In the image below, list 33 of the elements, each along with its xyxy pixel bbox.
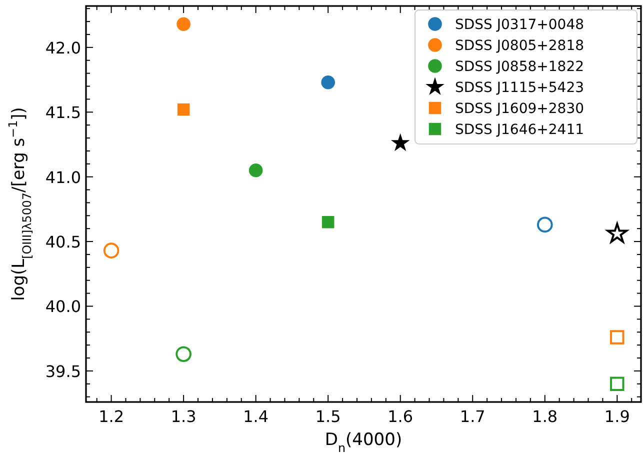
point	[610, 330, 624, 344]
x-tick-label: 1.6	[388, 407, 414, 426]
y-tick-label: 41.5	[45, 103, 81, 122]
point	[248, 163, 263, 178]
y-tick-label: 41.0	[45, 168, 81, 187]
legend-label: SDSS J0317+0048	[455, 17, 584, 33]
legend-label: SDSS J1115+5423	[455, 80, 584, 96]
point	[177, 103, 190, 116]
x-tick-label: 1.8	[532, 407, 558, 426]
y-tick-label: 39.5	[45, 362, 81, 381]
x-tick-label: 1.5	[315, 407, 341, 426]
point	[103, 242, 120, 258]
legend-label: SDSS J0805+2818	[455, 38, 584, 54]
legend-label: SDSS J1609+2830	[455, 101, 584, 117]
point	[610, 376, 624, 392]
point	[176, 17, 190, 32]
y-tick-label: 40.0	[45, 297, 81, 316]
point	[176, 346, 192, 362]
x-tick-label: 1.3	[170, 407, 196, 426]
x-axis-title: D$_{n}$(4000)	[324, 430, 402, 453]
x-tick-label: 1.9	[604, 407, 630, 426]
legend-label: SDSS J1646+2411	[455, 122, 584, 138]
point	[390, 133, 410, 152]
point	[536, 216, 553, 233]
x-tick-label: 1.7	[460, 407, 486, 426]
point	[321, 75, 335, 90]
x-tick-label: 1.2	[98, 407, 124, 426]
y-tick-label: 42.0	[45, 38, 81, 58]
point	[606, 222, 628, 243]
point	[322, 216, 334, 228]
x-tick-label: 1.4	[243, 407, 269, 426]
y-tick-label: 40.5	[45, 232, 81, 252]
legend-label: SDSS J0858+1822	[455, 59, 584, 75]
